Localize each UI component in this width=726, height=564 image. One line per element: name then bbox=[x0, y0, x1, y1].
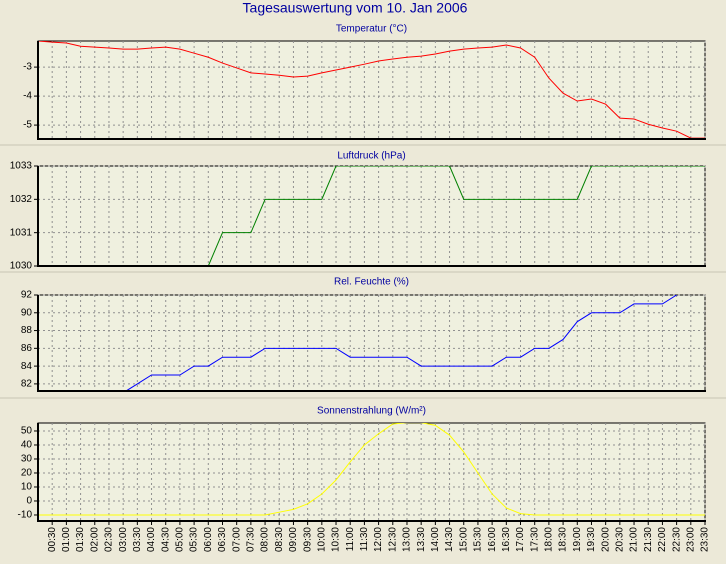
x-tick-label: 02:30 bbox=[104, 527, 115, 552]
x-tick-label: 15:00 bbox=[458, 527, 469, 552]
x-tick-label: 11:00 bbox=[345, 527, 356, 552]
y-tick-label: 20 bbox=[21, 468, 33, 479]
x-tick-label: 16:00 bbox=[487, 527, 498, 552]
x-tick-label: 23:30 bbox=[700, 527, 711, 552]
y-tick-label: 90 bbox=[21, 307, 33, 318]
x-tick-label: 22:30 bbox=[671, 527, 682, 552]
data-line bbox=[125, 295, 678, 391]
x-tick-label: 03:30 bbox=[132, 527, 143, 552]
x-tick-label: 15:30 bbox=[473, 527, 484, 552]
y-tick-label: -3 bbox=[23, 62, 32, 73]
chart-title: Luftdruck (hPa) bbox=[337, 151, 405, 162]
x-tick-label: 05:30 bbox=[189, 527, 200, 552]
x-tick-label: 14:00 bbox=[430, 527, 441, 552]
y-tick-label: -4 bbox=[23, 91, 32, 102]
x-tick-label: 14:30 bbox=[444, 527, 455, 552]
y-tick-label: 88 bbox=[21, 325, 33, 336]
y-tick-label: -10 bbox=[18, 510, 33, 521]
x-tick-label: 23:00 bbox=[685, 527, 696, 552]
y-tick-label: 1033 bbox=[10, 161, 33, 172]
y-tick-label: 50 bbox=[21, 426, 33, 437]
x-tick-label: 21:30 bbox=[643, 527, 654, 552]
plot-area bbox=[37, 294, 706, 392]
x-tick-label: 07:00 bbox=[231, 527, 242, 552]
x-tick-label: 17:00 bbox=[515, 527, 526, 552]
x-tick-label: 18:30 bbox=[558, 527, 569, 552]
x-tick-label: 19:00 bbox=[572, 527, 583, 552]
x-tick-label: 01:30 bbox=[75, 527, 86, 552]
y-tick-label: 1030 bbox=[10, 261, 33, 272]
chart-title: Sonnenstrahlung (W/m²) bbox=[317, 406, 426, 417]
y-tick-label: 1031 bbox=[10, 227, 33, 238]
plot-area bbox=[37, 165, 706, 267]
x-tick-label: 16:30 bbox=[501, 527, 512, 552]
y-tick-label: 1032 bbox=[10, 194, 33, 205]
y-tick-label: 10 bbox=[21, 482, 33, 493]
x-tick-label: 11:30 bbox=[359, 527, 370, 552]
x-tick-label: 08:00 bbox=[260, 527, 271, 552]
y-tick-label: 40 bbox=[21, 440, 33, 451]
x-tick-label: 13:30 bbox=[416, 527, 427, 552]
x-tick-label: 09:30 bbox=[302, 527, 313, 552]
y-tick-label: -5 bbox=[23, 120, 32, 131]
x-tick-label: 10:00 bbox=[316, 527, 327, 552]
x-tick-label: 03:00 bbox=[118, 527, 129, 552]
x-tick-label: 21:00 bbox=[629, 527, 640, 552]
plot-area bbox=[37, 40, 706, 140]
x-tick-label: 01:00 bbox=[61, 527, 72, 552]
data-line bbox=[38, 41, 705, 139]
x-tick-label: 20:30 bbox=[614, 527, 625, 552]
x-tick-label: 07:30 bbox=[246, 527, 257, 552]
x-tick-label: 02:00 bbox=[89, 527, 100, 552]
x-tick-label: 00:30 bbox=[47, 527, 58, 552]
x-tick-label: 09:00 bbox=[288, 527, 299, 552]
x-tick-label: 20:00 bbox=[600, 527, 611, 552]
x-tick-label: 04:00 bbox=[146, 527, 157, 552]
page-title: Tagesauswertung vom 10. Jan 2006 bbox=[243, 0, 468, 16]
x-tick-label: 22:00 bbox=[657, 527, 668, 552]
chart-title: Temperatur (°C) bbox=[336, 24, 407, 35]
x-tick-label: 12:00 bbox=[373, 527, 384, 552]
x-tick-label: 18:00 bbox=[544, 527, 555, 552]
y-tick-label: 30 bbox=[21, 454, 33, 465]
plot-area bbox=[37, 422, 706, 522]
x-tick-label: 04:30 bbox=[160, 527, 171, 552]
x-tick-label: 10:30 bbox=[331, 527, 342, 552]
y-tick-label: 86 bbox=[21, 343, 33, 354]
x-tick-label: 06:30 bbox=[217, 527, 228, 552]
x-tick-label: 19:30 bbox=[586, 527, 597, 552]
chart-title: Rel. Feuchte (%) bbox=[334, 277, 409, 288]
y-tick-label: 0 bbox=[26, 496, 32, 507]
x-tick-label: 13:00 bbox=[402, 527, 413, 552]
x-tick-label: 17:30 bbox=[529, 527, 540, 552]
y-tick-label: 92 bbox=[21, 290, 33, 301]
y-tick-label: 84 bbox=[21, 361, 33, 372]
x-tick-label: 05:00 bbox=[175, 527, 186, 552]
y-tick-label: 82 bbox=[21, 379, 33, 390]
x-tick-label: 06:00 bbox=[203, 527, 214, 552]
data-line bbox=[38, 423, 705, 516]
x-tick-label: 12:30 bbox=[387, 527, 398, 552]
x-tick-label: 08:30 bbox=[274, 527, 285, 552]
